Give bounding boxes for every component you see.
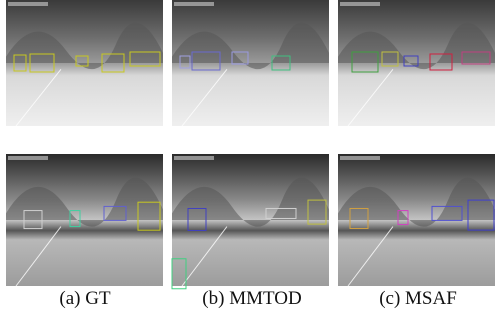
figure: (a) GT (b) MMTOD (c) MSAF: [0, 0, 495, 320]
header-strip: [174, 2, 214, 6]
header-strip: [8, 2, 48, 6]
caption: (c) MSAF: [379, 288, 457, 309]
figure-canvas: (a) GT (b) MMTOD (c) MSAF: [0, 0, 495, 320]
caption: (a) GT: [59, 288, 111, 309]
header-strip: [174, 156, 214, 160]
header-strip: [340, 2, 380, 6]
header-strip: [8, 156, 48, 160]
header-strip: [340, 156, 380, 160]
caption: (b) MMTOD: [202, 288, 301, 309]
